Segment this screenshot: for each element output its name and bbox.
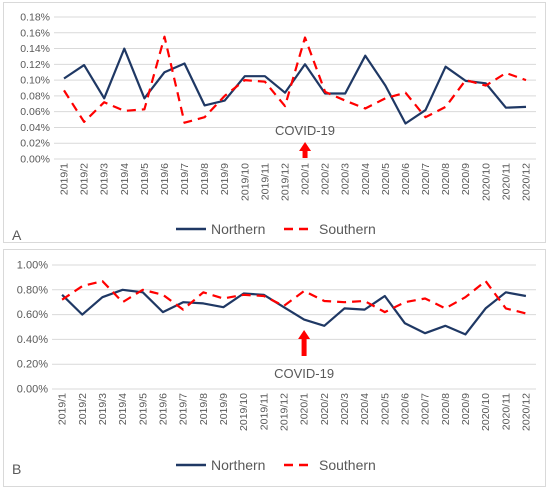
- chart-b-xtick-label: 2019/4: [117, 393, 129, 425]
- chart-b-xtick-label: 2019/9: [218, 393, 230, 425]
- chart-a-xtick-label: 2019/8: [199, 163, 211, 195]
- chart-a-covid-annotation: COVID-19: [275, 123, 335, 138]
- chart-a-ytick-label: 0.10%: [20, 75, 50, 87]
- chart-b-covid-arrow-head: [298, 330, 311, 339]
- chart-a-xtick-label: 2019/3: [99, 163, 111, 195]
- chart-b-xtick-label: 2020/6: [399, 393, 411, 425]
- chart-b-xtick-label: 2019/1: [57, 393, 69, 425]
- chart-b-xtick-label: 2019/8: [198, 393, 210, 425]
- chart-a-ytick-label: 0.02%: [20, 138, 50, 150]
- chart-b-xtick-label: 2019/6: [157, 393, 169, 425]
- chart-a-xtick-label: 2019/6: [159, 163, 171, 195]
- chart-a-xtick-label: 2019/2: [79, 163, 91, 195]
- chart-a-covid-arrow-head: [299, 142, 312, 151]
- chart-a-series-northern-line: [63, 47, 527, 125]
- chart-a-ytick-label: 0.04%: [20, 122, 50, 134]
- chart-a-xtick-label: 2020/12: [520, 163, 532, 201]
- chart-a-xtick-label: 2020/6: [400, 163, 412, 195]
- chart-panel-b: 0.00% 0.20% 0.40% 0.60% 0.80% 1.00% 2019/1 2019…: [3, 249, 546, 487]
- chart-a-xtick-label: 2020/4: [360, 163, 372, 195]
- chart-a-ytick-label: 0.12%: [20, 59, 50, 71]
- chart-a-svg: 0.00% 0.02% 0.04% 0.06% 0.08% 0.10% 0.12% 0.14%…: [12, 12, 536, 242]
- chart-b-ytick-label: 0.80%: [17, 284, 48, 296]
- chart-b-xtick-label: 2020/7: [420, 393, 432, 425]
- chart-b-xtick-label: 2020/3: [339, 393, 351, 425]
- chart-panel-a: 0.00% 0.02% 0.04% 0.06% 0.08% 0.10% 0.12% 0.14%…: [3, 2, 546, 243]
- chart-b-xtick-label: 2019/12: [278, 393, 290, 431]
- chart-a-legend-southern-label: Southern: [319, 221, 376, 237]
- chart-b-ytick-label: 0.20%: [17, 359, 48, 371]
- chart-a-xtick-label: 2020/1: [300, 163, 312, 195]
- chart-a-ytick-label: 0.14%: [20, 43, 50, 55]
- chart-a-ytick-label: 0.00%: [20, 154, 50, 166]
- chart-b-ytick-label: 0.00%: [17, 384, 48, 396]
- chart-b-covid-annotation: COVID-19: [274, 366, 334, 381]
- chart-a-xtick-label: 2020/3: [340, 163, 352, 195]
- chart-b-xtick-label: 2020/1: [299, 393, 311, 425]
- chart-a-xtick-label: 2019/4: [119, 163, 131, 195]
- chart-b-panel-label: B: [12, 461, 21, 477]
- chart-a-xtick-label: 2019/11: [259, 163, 271, 200]
- chart-a-ytick-label: 0.18%: [20, 12, 50, 24]
- chart-a-xtick-label: 2019/9: [219, 163, 231, 195]
- chart-b-xtick-label: 2020/5: [379, 393, 391, 425]
- chart-b-xtick-label: 2019/2: [77, 393, 89, 425]
- chart-a-xtick-label: 2019/10: [239, 163, 251, 201]
- chart-b-xtick-label: 2020/12: [520, 393, 532, 431]
- chart-b-xtick-label: 2020/4: [359, 393, 371, 425]
- chart-a-xtick-label: 2020/8: [440, 163, 452, 195]
- chart-b-legend-northern-label: Northern: [211, 457, 265, 473]
- chart-b-covid-arrow-shaft: [301, 338, 307, 356]
- chart-b-xtick-label: 2020/8: [440, 393, 452, 425]
- chart-a-xtick-label: 2020/11: [500, 163, 512, 200]
- chart-a-xtick-label: 2019/7: [179, 163, 191, 195]
- chart-b-ytick-label: 0.60%: [17, 309, 48, 321]
- chart-a-xtick-label: 2019/5: [139, 163, 151, 195]
- chart-b-series-southern-line: [61, 280, 527, 315]
- chart-b-ytick-label: 1.00%: [17, 260, 48, 272]
- chart-a-ytick-label: 0.06%: [20, 106, 50, 118]
- chart-b-ytick-label: 0.40%: [17, 334, 48, 346]
- chart-b-xtick-label: 2019/3: [97, 393, 109, 425]
- chart-a-xtick-label: 2020/5: [380, 163, 392, 195]
- chart-b-xtick-label: 2020/10: [480, 393, 492, 431]
- chart-a-xtick-label: 2019/12: [279, 163, 291, 201]
- chart-b-xtick-label: 2019/7: [178, 393, 190, 425]
- chart-b-series-northern-line: [61, 288, 527, 336]
- chart-a-xtick-label: 2020/2: [320, 163, 332, 195]
- chart-a-ytick-label: 0.16%: [20, 27, 50, 39]
- chart-a-panel-label: A: [12, 227, 22, 242]
- chart-a-xtick-label: 2020/10: [480, 163, 492, 201]
- chart-b-xtick-label: 2019/10: [238, 393, 250, 431]
- chart-b-xtick-label: 2020/9: [460, 393, 472, 425]
- chart-a-xtick-label: 2020/9: [460, 163, 472, 195]
- chart-a-ytick-label: 0.08%: [20, 90, 50, 102]
- chart-a-covid-arrow-shaft: [302, 150, 308, 158]
- chart-b-xtick-label: 2020/2: [319, 393, 331, 425]
- chart-b-xtick-label: 2019/11: [258, 393, 270, 430]
- chart-b-xtick-label: 2020/11: [500, 393, 512, 430]
- chart-b-xtick-label: 2019/5: [137, 393, 149, 425]
- chart-b-legend-southern-label: Southern: [319, 457, 376, 473]
- chart-a-xtick-label: 2020/7: [420, 163, 432, 195]
- chart-b-svg: 0.00% 0.20% 0.40% 0.60% 0.80% 1.00% 2019/1 2019…: [12, 260, 536, 477]
- chart-a-xtick-label: 2019/1: [59, 163, 71, 195]
- chart-a-legend-northern-label: Northern: [211, 221, 265, 237]
